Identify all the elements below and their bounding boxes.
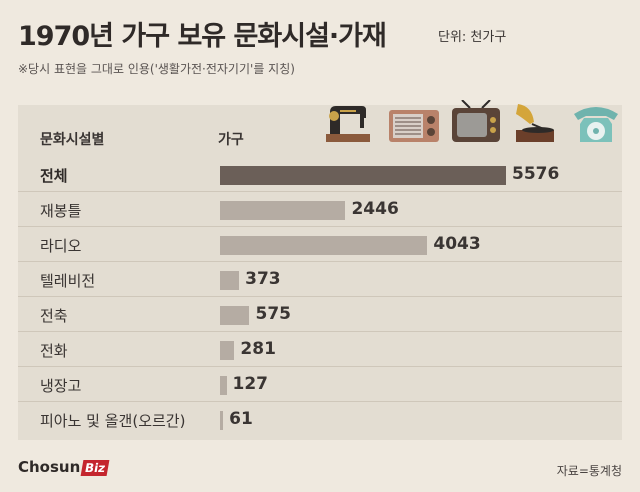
note-text: ※당시 표현을 그대로 인용('생활가전·전자기기'를 지칭) bbox=[18, 62, 295, 76]
category-label: 라디오 bbox=[40, 237, 82, 255]
category-column-header: 문화시설별 bbox=[40, 132, 105, 148]
bar bbox=[220, 236, 428, 255]
logo-badge: Biz bbox=[80, 460, 110, 476]
table-row: 피아노 및 올갠(오르간) 61 bbox=[18, 403, 622, 436]
television-icon bbox=[452, 100, 500, 142]
chart-panel bbox=[18, 105, 622, 440]
table-row: 텔레비전 373 bbox=[18, 263, 622, 297]
category-label: 피아노 및 올갠(오르간) bbox=[40, 412, 186, 430]
bar bbox=[220, 306, 250, 325]
value-label: 5576 bbox=[512, 164, 560, 184]
value-label: 373 bbox=[245, 269, 281, 289]
value-label: 4043 bbox=[433, 234, 481, 254]
value-label: 2446 bbox=[351, 199, 399, 219]
value-label: 61 bbox=[229, 409, 253, 429]
gramophone-icon bbox=[516, 104, 554, 142]
radio-icon bbox=[389, 110, 439, 142]
bar bbox=[220, 201, 346, 220]
bar bbox=[220, 271, 240, 290]
table-row: 냉장고 127 bbox=[18, 368, 622, 402]
value-column-header: 가구 bbox=[218, 132, 244, 148]
table-row: 전화 281 bbox=[18, 333, 622, 367]
table-row: 전체 5576 bbox=[18, 158, 622, 192]
chosunbiz-logo: Chosun Biz bbox=[18, 458, 110, 476]
telephone-icon bbox=[574, 107, 618, 142]
bar bbox=[220, 166, 506, 185]
sewing-machine-icon bbox=[326, 106, 370, 142]
unit-label: 단위: 천가구 bbox=[438, 30, 507, 45]
category-label: 전화 bbox=[40, 342, 68, 360]
table-row: 재봉틀 2446 bbox=[18, 193, 622, 227]
value-label: 127 bbox=[232, 374, 269, 394]
category-label: 텔레비전 bbox=[40, 272, 96, 290]
table-row: 전축 575 bbox=[18, 298, 622, 332]
category-label: 재봉틀 bbox=[40, 202, 82, 220]
table-row: 라디오 4043 bbox=[18, 228, 622, 262]
chart-title: 1970년 가구 보유 문화시설·가재 bbox=[18, 21, 387, 52]
value-label: 575 bbox=[255, 304, 291, 324]
bar bbox=[220, 341, 235, 360]
bar bbox=[220, 411, 224, 430]
category-label: 냉장고 bbox=[40, 377, 82, 395]
logo-main-text: Chosun bbox=[18, 458, 81, 476]
bar bbox=[220, 376, 227, 395]
category-label: 전체 bbox=[40, 167, 68, 185]
category-label: 전축 bbox=[40, 307, 68, 325]
value-label: 281 bbox=[240, 339, 276, 359]
source-label: 자료=통계청 bbox=[556, 464, 622, 478]
